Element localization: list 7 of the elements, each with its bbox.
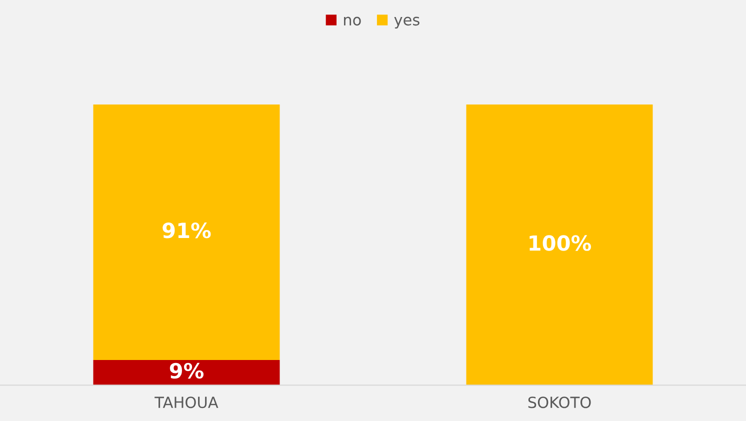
x-tick-label: SOKOTO [528, 396, 591, 408]
legend-label: yes [394, 16, 420, 29]
data-label: 91% [162, 222, 211, 238]
data-label: 100% [530, 235, 592, 251]
data-label: 9% [170, 362, 204, 379]
legend-label: no [344, 16, 361, 26]
x-tick-label: TAHOUA [154, 396, 218, 408]
